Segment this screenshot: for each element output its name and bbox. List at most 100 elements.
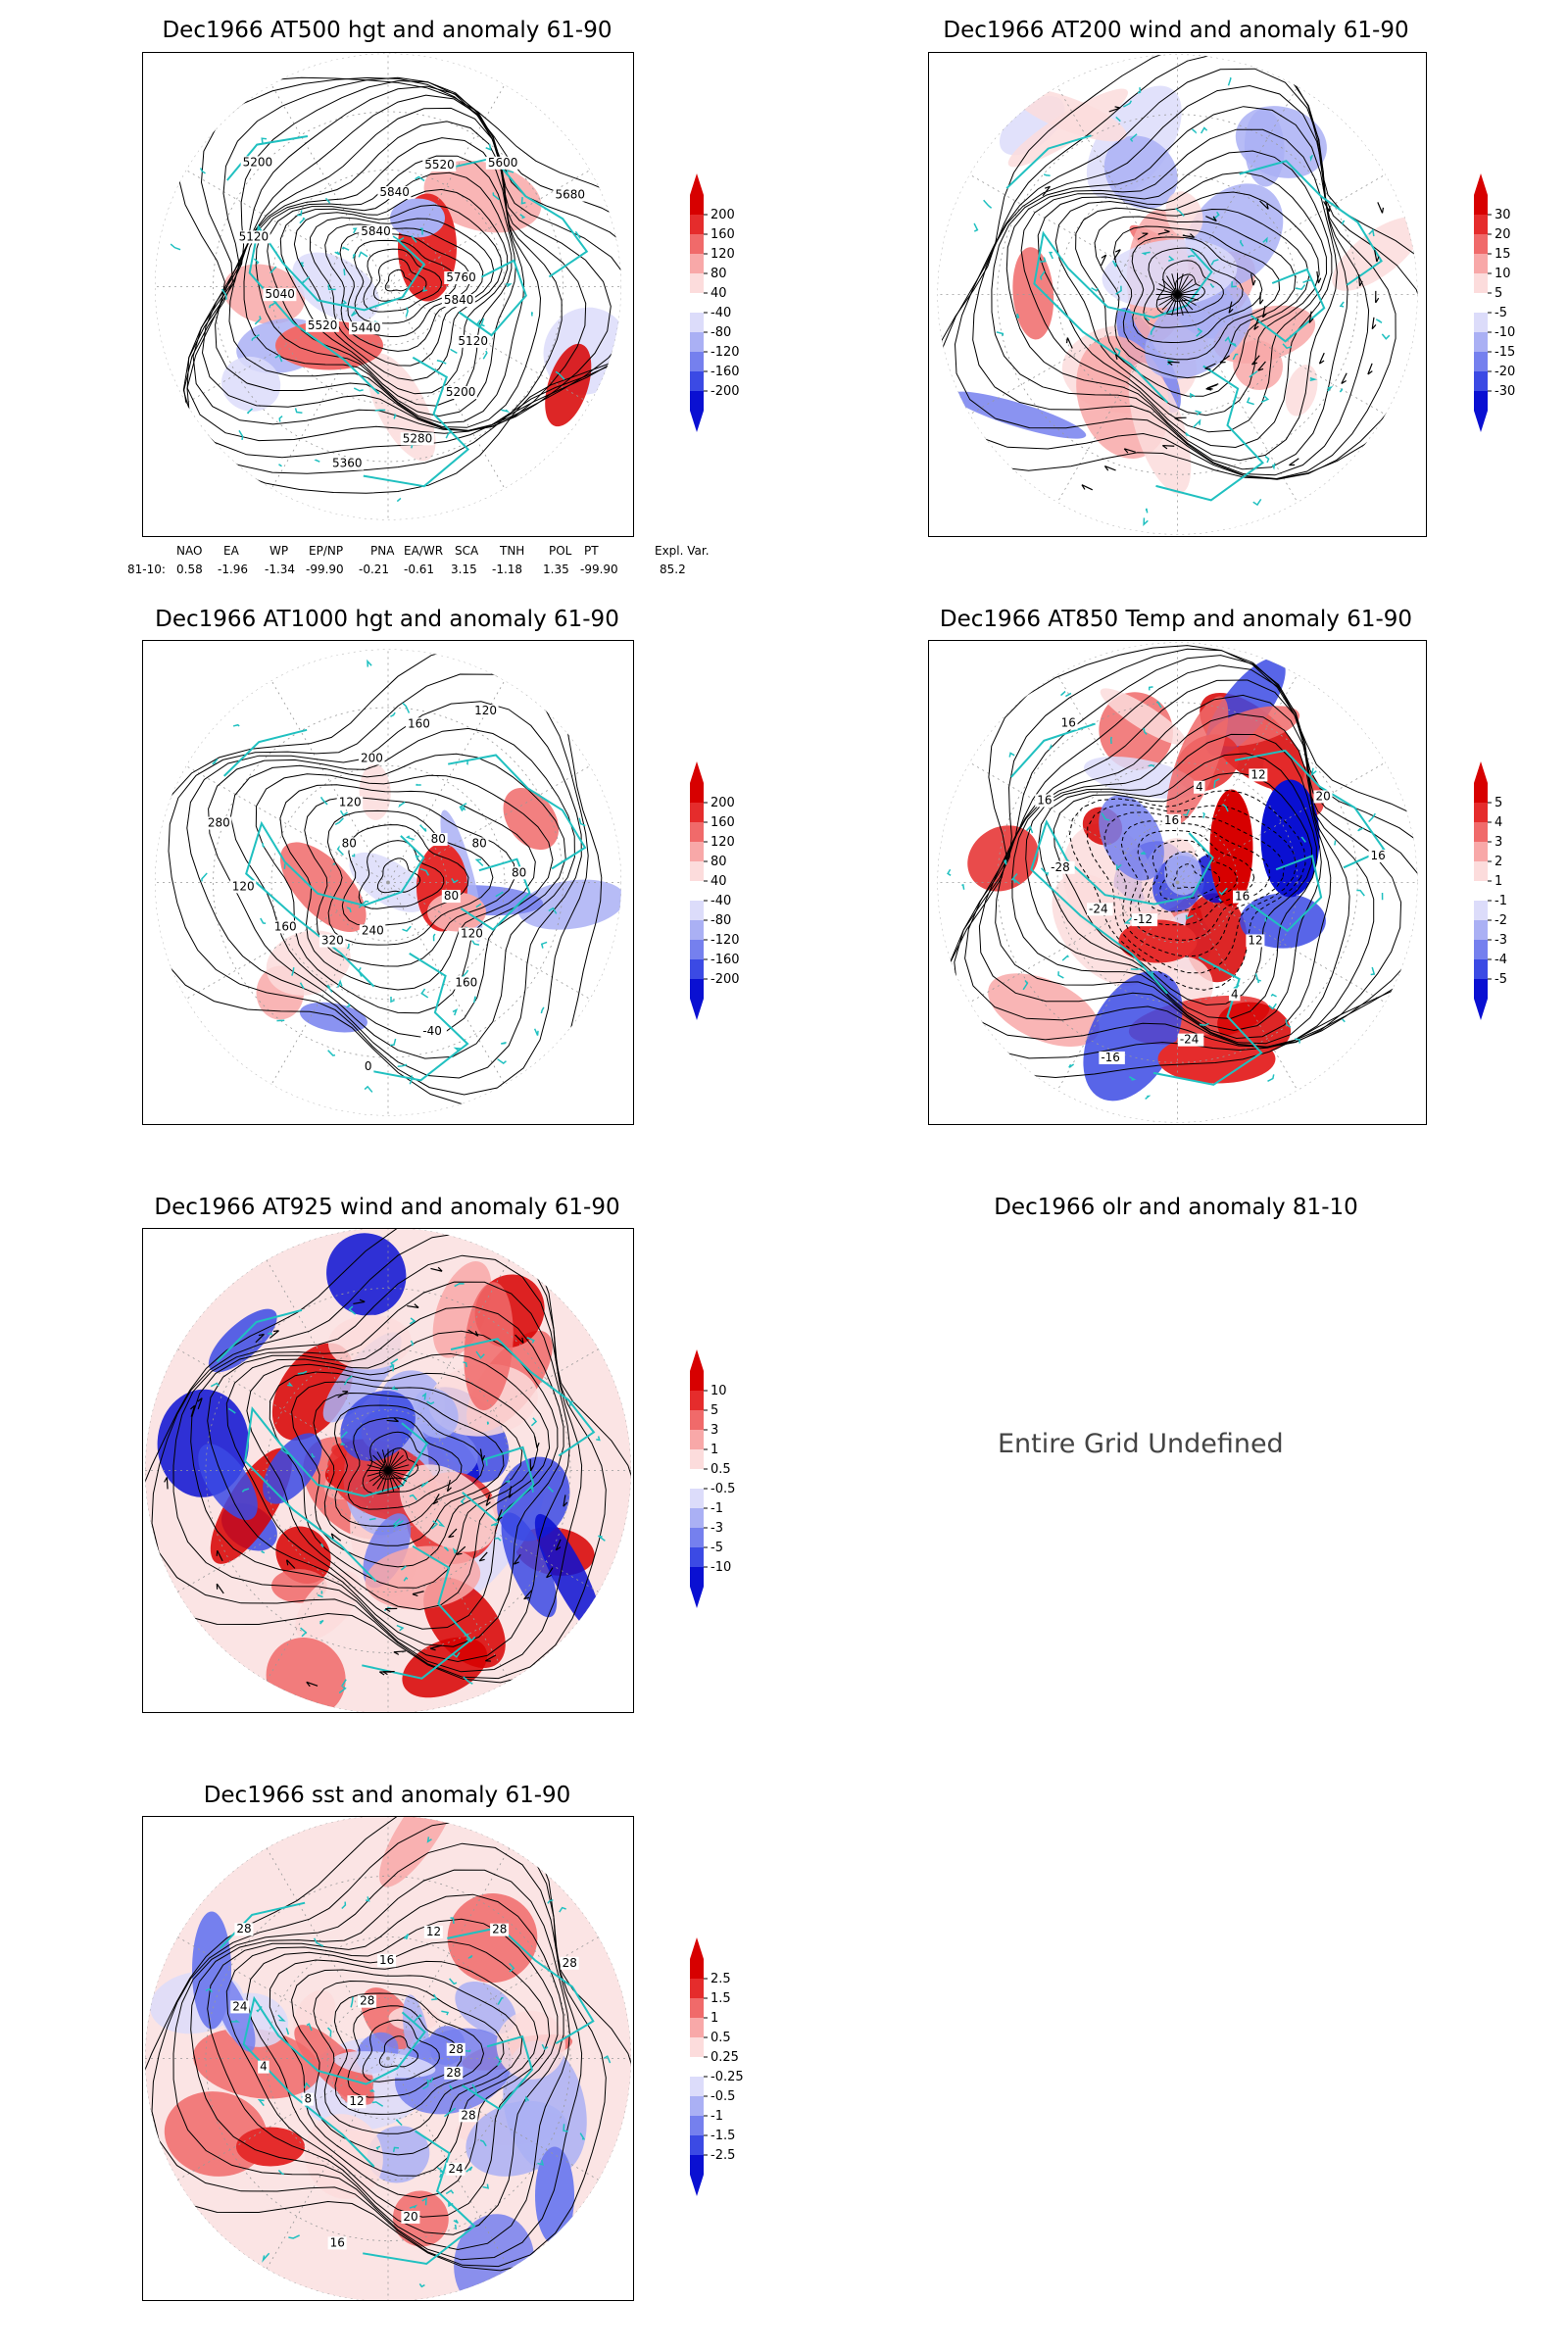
coastline: [242, 1995, 426, 2168]
colorbar-label: 10: [1494, 267, 1511, 281]
coastline: [1339, 388, 1344, 393]
coastline: [1012, 877, 1021, 885]
colorbar-label: 200: [710, 208, 735, 222]
coastline: [1196, 327, 1203, 337]
anomaly-region: [496, 2010, 565, 2080]
wind-arrow: [216, 1549, 223, 1562]
coastline: [368, 1517, 376, 1521]
coastline: [1145, 1095, 1152, 1100]
colorbar-label: -1: [1494, 894, 1507, 908]
contour-line: [279, 188, 509, 395]
contour-line: [972, 84, 1370, 476]
wind-arrow: [1367, 363, 1373, 375]
contour-label: 28: [492, 1923, 507, 1936]
colorbar-label: -20: [1494, 365, 1515, 379]
colorbar-segment: [1474, 979, 1488, 999]
coastline: [220, 288, 227, 300]
colorbar-label: 160: [710, 227, 735, 242]
anomaly-region: [447, 1893, 538, 1984]
streamline-convergence: [1166, 275, 1178, 295]
coastline: [199, 168, 206, 174]
coastline: [351, 854, 356, 858]
coastline: [484, 1458, 488, 1466]
wind-arrow: [1161, 444, 1175, 450]
coastline: [390, 997, 395, 1004]
contour-line: [1038, 753, 1317, 1020]
coastline: [1129, 1076, 1137, 1081]
contour-label-bg: [359, 752, 385, 765]
colorbar-segment: [690, 391, 704, 411]
colorbar-label: -2.5: [710, 2148, 735, 2163]
coastline: [362, 1544, 472, 1680]
wind-arrow: [1182, 233, 1196, 238]
wind-arrow: [1253, 318, 1259, 330]
contour-label-bg: [1099, 1051, 1125, 1064]
coastline: [459, 806, 466, 812]
meridian-line: [185, 170, 389, 287]
panel-title: Dec1966 AT850 Temp and anomaly 61-90: [939, 607, 1413, 632]
wind-arrow: [1289, 458, 1299, 466]
coastline: [432, 933, 436, 942]
coastline: [470, 939, 480, 946]
coastline: [1175, 208, 1185, 218]
colorbar-label: -4: [1494, 953, 1507, 967]
colorbar-label: -160: [710, 365, 740, 379]
coastline: [341, 1901, 347, 1910]
coastline: [473, 996, 476, 1004]
wind-arrow: [285, 1559, 296, 1569]
contour-label: 16: [1037, 793, 1052, 807]
contour-label: 5760: [446, 270, 476, 284]
contour-label-bg: [1035, 794, 1054, 808]
coastline: [1333, 840, 1337, 846]
coastline: [1004, 859, 1007, 865]
colorbar-label: 120: [710, 835, 735, 850]
coastline: [414, 2014, 422, 2023]
contour-line: [182, 76, 621, 459]
coastline: [241, 1488, 250, 1493]
coastline: [1239, 160, 1383, 286]
contour-label: 5680: [556, 188, 586, 202]
coastline: [346, 1003, 351, 1008]
latitude-circle: [213, 111, 564, 463]
coastline: [337, 979, 343, 988]
coastline: [299, 217, 306, 224]
colorbar-bottom-arrow: [690, 999, 704, 1020]
wind-arrow: [1103, 466, 1116, 471]
panel-title: Dec1966 AT500 hgt and anomaly 61-90: [162, 18, 612, 43]
coastline: [426, 2077, 434, 2083]
coastline: [1185, 914, 1194, 920]
contour-line: [269, 1371, 539, 1589]
coastline: [475, 903, 482, 908]
coastline: [520, 197, 526, 205]
index-name: POL: [549, 544, 572, 558]
coastline: [1129, 133, 1138, 142]
coastline: [1375, 318, 1383, 323]
colorbar-label: 1.5: [710, 1991, 731, 2006]
coastline: [494, 1537, 502, 1542]
streamline-convergence: [387, 1464, 410, 1471]
wind-arrow: [1250, 273, 1256, 286]
coastline: [574, 230, 581, 239]
coastline: [338, 1686, 347, 1694]
coastline: [314, 459, 320, 463]
index-value: 3.15: [451, 563, 477, 576]
coastline: [563, 2124, 568, 2132]
colorbar-label: -80: [710, 913, 731, 928]
colorbar-label: 0.5: [710, 2031, 731, 2045]
wind-arrow: [1205, 216, 1217, 222]
coastline: [1250, 854, 1323, 933]
contour-label: -24: [1089, 902, 1108, 915]
coastline: [441, 2010, 450, 2016]
contour-line: [175, 76, 621, 494]
wind-arrow: [446, 1479, 452, 1493]
index-value: 0.58: [176, 563, 203, 576]
contour-label: 12: [426, 1925, 441, 1938]
coastline: [497, 1058, 507, 1064]
colorbar-label: -3: [710, 1521, 723, 1536]
coastline: [346, 943, 350, 950]
contour-label: 12: [1250, 767, 1265, 781]
coastline: [421, 1392, 427, 1400]
coastline: [1122, 100, 1133, 108]
colorbar-top-arrow: [1474, 173, 1488, 195]
contour-line: [1155, 260, 1224, 316]
